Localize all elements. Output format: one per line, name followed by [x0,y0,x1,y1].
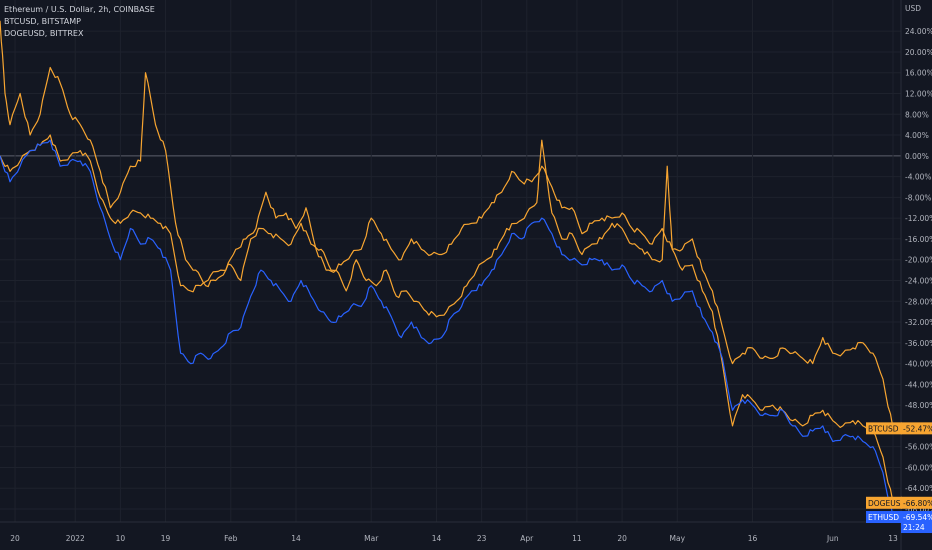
y-tick-label: 20.00% [905,48,932,57]
time-axis[interactable]: 20 2022 10 19 Feb 14 Mar 14 23 Apr 11 20 May 16 Jun 13 [10,534,898,543]
y-tick-label: 0.00% [905,152,929,161]
tag-name-bg [866,496,902,509]
series-line-btcusd [0,134,894,429]
tag-value-bg [901,496,932,509]
tag-value: -52.47% [903,424,932,433]
x-tick-label: 16 [748,534,758,543]
tag-countdown: 21:24 [903,523,925,532]
x-tick-label: Apr [520,534,534,543]
grid-lines [0,0,901,522]
y-tick-label: -16.00% [905,235,932,244]
tag-name-bg [866,511,902,524]
y-tick-label: -44.00% [905,380,932,389]
y-tick-label: -64.00% [905,484,932,493]
price-tags: BTCUSD -52.47% DOGEUSD-66.80% ETHUSD -69.54%… [866,422,932,534]
price-tag-btcusd: BTCUSD -52.47% [866,422,932,435]
x-tick-label: 20 [10,534,20,543]
y-tick-label: -60.00% [905,463,932,472]
tag-name: DOGEUSD [868,499,906,508]
legend-compare-doge[interactable]: DOGEUSD, BITTREX [4,29,84,38]
x-tick-label: Feb [224,534,238,543]
tag-value-bg [901,422,932,435]
y-tick-label: -8.00% [905,193,932,202]
x-tick-label: 11 [572,534,582,543]
series-line-dogeusd [0,20,894,503]
price-axis-unit: USD [905,4,921,13]
x-tick-label: 14 [432,534,442,543]
price-tag-dogeusd: DOGEUSD-66.80% [866,496,932,509]
y-tick-label: -4.00% [905,173,932,182]
y-tick-label: 8.00% [905,110,929,119]
legend-compare-btc[interactable]: BTCUSD, BITSTAMP [4,17,81,26]
y-tick-label: -24.00% [905,276,932,285]
legend-main-symbol[interactable]: Ethereum / U.S. Dollar, 2h, COINBASE [4,5,155,14]
x-tick-label: 2022 [66,534,85,543]
y-tick-label: 12.00% [905,89,932,98]
tag-value: -69.54% [903,513,932,522]
tag-name-bg [866,422,902,435]
x-tick-label: May [670,534,686,543]
y-tick-label: -40.00% [905,360,932,369]
price-axis[interactable]: 24.00% 20.00% 16.00% 12.00% 8.00% 4.00% 0.00% -… [905,27,932,514]
chart-legend: Ethereum / U.S. Dollar, 2h, COINBASE BTC… [4,4,155,40]
price-tag-ethusd: ETHUSD -69.54%21:24 [866,511,932,534]
x-tick-label: 10 [116,534,126,543]
x-tick-label: 20 [617,534,627,543]
tag-name: ETHUSD [868,513,899,522]
tag-value: -66.80% [903,499,932,508]
y-tick-label: -68.00% [905,505,932,514]
tag-value-bg [901,511,932,534]
y-tick-label: -48.00% [905,401,932,410]
x-tick-label: Mar [364,534,379,543]
y-tick-label: -32.00% [905,318,932,327]
y-tick-label: 24.00% [905,27,932,36]
x-tick-label: 19 [161,534,171,543]
y-tick-label: -12.00% [905,214,932,223]
tag-name: BTCUSD [868,424,899,433]
x-tick-label: Jun [826,534,839,543]
series-lines [0,20,894,518]
y-tick-label: 4.00% [905,131,929,140]
x-tick-label: 14 [291,534,301,543]
series-line-ethusd [0,139,894,518]
x-tick-label: 13 [888,534,898,543]
y-tick-label: -20.00% [905,256,932,265]
y-tick-label: 16.00% [905,69,932,78]
y-tick-label: -56.00% [905,443,932,452]
y-tick-label: -36.00% [905,339,932,348]
y-tick-label: -28.00% [905,297,932,306]
x-tick-label: 23 [477,534,487,543]
